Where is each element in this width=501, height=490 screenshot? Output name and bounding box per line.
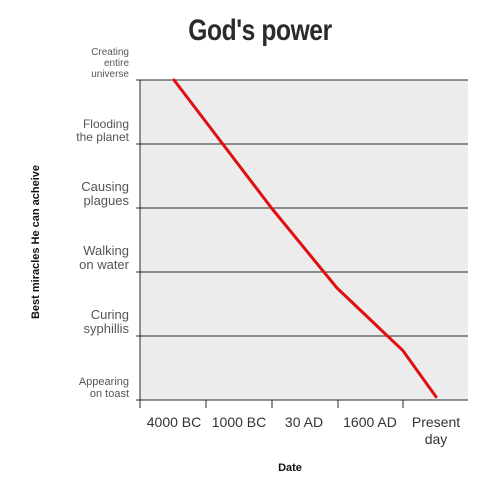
y-tick-label: Curing syphillis — [83, 307, 129, 336]
series-line — [172, 78, 438, 399]
series-layer — [172, 78, 438, 399]
x-tick-label: Present day — [412, 414, 460, 447]
x-tick-label: 1000 BC — [212, 414, 266, 430]
axes — [139, 80, 404, 408]
x-axis-label: Date — [278, 462, 302, 474]
x-tick-label: 4000 BC — [147, 414, 201, 430]
y-tick-label: Causing plagues — [81, 179, 129, 208]
gridlines — [136, 79, 468, 401]
chart-title: God's power — [188, 14, 332, 47]
x-tick-label: 1600 AD — [343, 414, 397, 430]
y-tick-label: Flooding the planet — [76, 117, 129, 144]
y-tick-label: Walking on water — [79, 243, 130, 272]
y-tick-label: Appearing on toast — [79, 376, 129, 400]
plot-area — [140, 80, 468, 400]
y-tick-label: Creating entire universe — [91, 47, 129, 80]
x-tick-label: 30 AD — [285, 414, 323, 430]
y-tick-labels: Appearing on toast Curing syphillis Walking o… — [76, 47, 129, 400]
x-tick-labels: 4000 BC 1000 BC 30 AD 1600 AD Present day — [147, 414, 460, 447]
